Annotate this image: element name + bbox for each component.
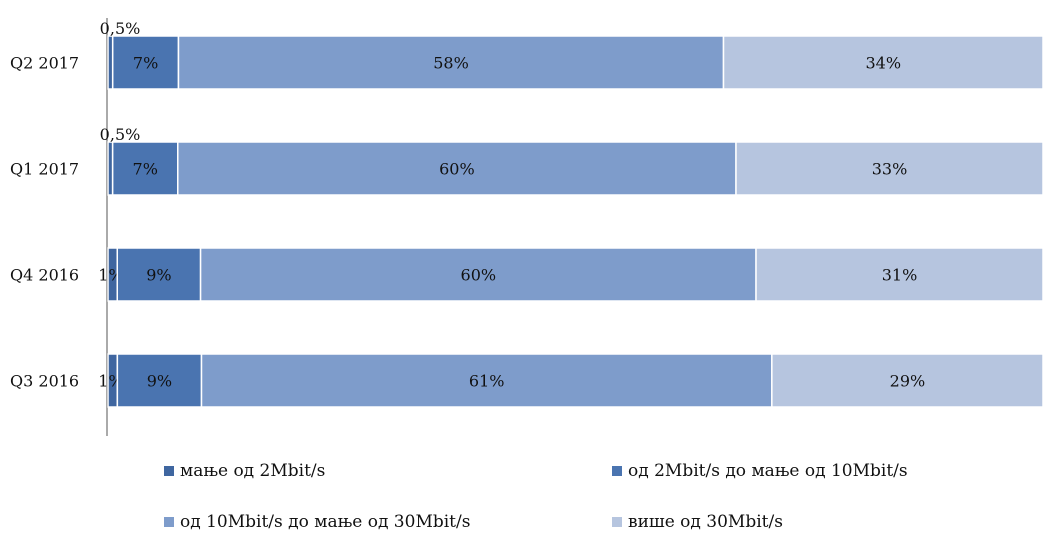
bar-segment [177,35,725,90]
data-label: 31% [882,266,918,285]
category-label: Q4 2016 [10,266,79,285]
legend-swatch-series-2 [612,466,622,476]
data-label: 7% [133,160,158,179]
data-label: 60% [461,266,497,285]
bar-segment [111,141,179,196]
bar-segment [116,353,203,408]
legend-label-series-2: од 2Mbit/s до мање од 10Mbit/s [628,461,908,481]
data-label: 61% [469,372,505,391]
category-label: Q1 2017 [10,160,79,179]
legend-item-series-3: од 10Mbit/s до мање од 30Mbit/s [164,512,470,532]
bar-segment [116,247,202,302]
bar-segment [200,353,773,408]
data-label: 60% [439,160,475,179]
bar-segment [771,353,1043,408]
data-label: 33% [872,160,908,179]
legend-item-series-4: више од 30Mbit/s [612,512,783,532]
data-label: 9% [146,266,171,285]
bar-segment [722,35,1043,90]
legend-label-series-4: више од 30Mbit/s [628,512,783,532]
category-label: Q2 2017 [10,54,79,73]
data-label: 9% [147,372,172,391]
category-label: Q3 2016 [10,372,79,391]
legend-label-series-1: мање од 2Mbit/s [180,461,326,481]
data-label: 0,5% [100,19,141,38]
bar-segment [199,247,757,302]
data-label: 58% [433,54,469,73]
legend-item-series-2: од 2Mbit/s до мање од 10Mbit/s [612,461,908,481]
legend-label-series-3: од 10Mbit/s до мање од 30Mbit/s [180,512,471,532]
bar-segment [735,141,1043,196]
data-label: 7% [133,54,158,73]
bar-segment [755,247,1043,302]
bar-segment [177,141,737,196]
data-label: 34% [865,54,901,73]
legend-swatch-series-3 [164,517,174,527]
legend-swatch-series-4 [612,517,622,527]
data-label: 29% [890,372,926,391]
legend-swatch-series-1 [164,466,174,476]
chart: Q2 2017 0,5% 7% 58% 34% Q1 2017 0,5% 7% 60% 33% Q4… [10,18,1043,436]
legend-item-series-1: мање од 2Mbit/s [164,461,325,481]
data-label: 0,5% [100,125,141,144]
